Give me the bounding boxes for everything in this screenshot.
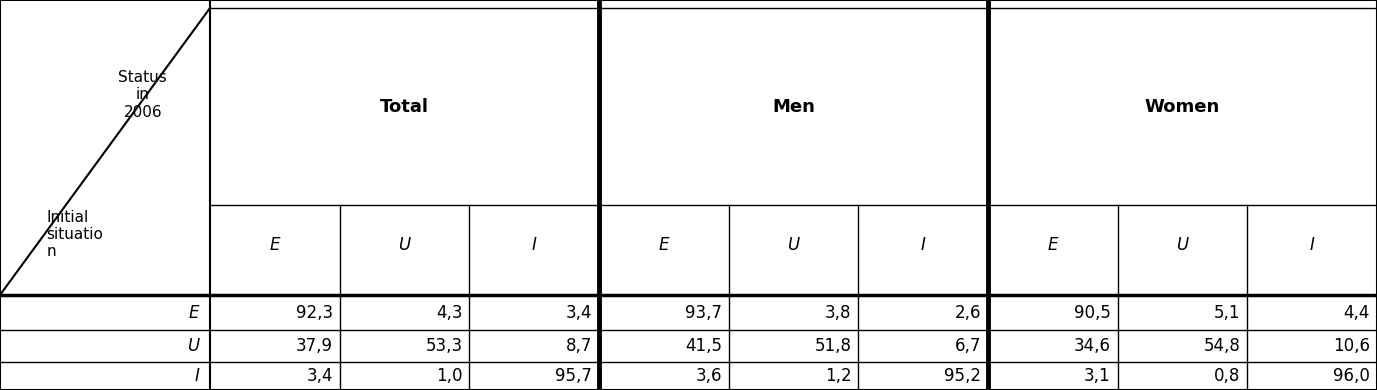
Text: I: I [194, 367, 200, 385]
Text: 6,7: 6,7 [954, 337, 982, 355]
Text: Total: Total [380, 98, 430, 115]
Text: E: E [1048, 236, 1058, 254]
Text: 54,8: 54,8 [1203, 337, 1241, 355]
Text: U: U [788, 236, 800, 254]
Text: 0,8: 0,8 [1215, 367, 1241, 385]
Text: 10,6: 10,6 [1333, 337, 1370, 355]
Text: U: U [187, 337, 200, 355]
Text: E: E [189, 303, 200, 321]
Text: Women: Women [1144, 98, 1220, 115]
Text: E: E [658, 236, 669, 254]
Text: 90,5: 90,5 [1074, 303, 1111, 321]
Text: 37,9: 37,9 [296, 337, 333, 355]
Text: 1,2: 1,2 [825, 367, 851, 385]
Text: 93,7: 93,7 [684, 303, 722, 321]
Text: 3,8: 3,8 [825, 303, 851, 321]
Text: I: I [921, 236, 925, 254]
Text: 2,6: 2,6 [954, 303, 982, 321]
Text: U: U [1176, 236, 1188, 254]
Text: 3,4: 3,4 [306, 367, 333, 385]
Text: 92,3: 92,3 [296, 303, 333, 321]
Text: I: I [1310, 236, 1315, 254]
Text: 34,6: 34,6 [1074, 337, 1111, 355]
Text: 1,0: 1,0 [437, 367, 463, 385]
Text: 3,6: 3,6 [695, 367, 722, 385]
Text: 95,2: 95,2 [945, 367, 982, 385]
Text: 53,3: 53,3 [425, 337, 463, 355]
Text: 95,7: 95,7 [555, 367, 592, 385]
Text: U: U [398, 236, 410, 254]
Text: 41,5: 41,5 [684, 337, 722, 355]
Text: 3,1: 3,1 [1084, 367, 1111, 385]
Text: 51,8: 51,8 [814, 337, 851, 355]
Text: I: I [532, 236, 537, 254]
Text: 5,1: 5,1 [1215, 303, 1241, 321]
Text: Status
in
2006: Status in 2006 [118, 70, 167, 120]
Text: 8,7: 8,7 [566, 337, 592, 355]
Text: 96,0: 96,0 [1333, 367, 1370, 385]
Text: E: E [270, 236, 280, 254]
Text: 4,3: 4,3 [437, 303, 463, 321]
Text: Men: Men [772, 98, 815, 115]
Text: 3,4: 3,4 [566, 303, 592, 321]
Text: 4,4: 4,4 [1344, 303, 1370, 321]
Text: Initial
situatio
n: Initial situatio n [47, 209, 103, 259]
